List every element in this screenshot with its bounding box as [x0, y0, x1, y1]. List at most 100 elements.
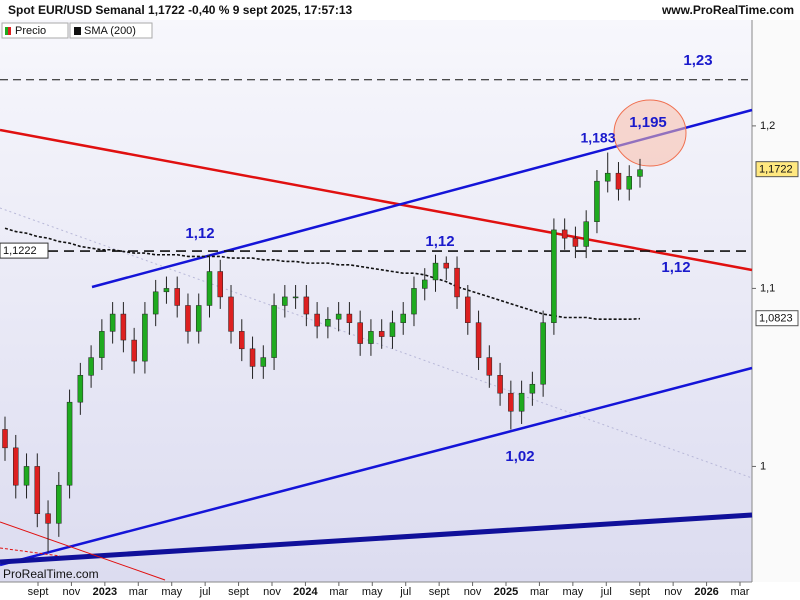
legend-label: Precio	[15, 25, 46, 37]
candle-body	[34, 466, 41, 514]
price-tag	[755, 161, 799, 178]
candle-body	[13, 447, 19, 486]
x-tick-label: may	[562, 586, 583, 598]
watermark: ProRealTime.com	[3, 567, 99, 581]
chart-title: Spot EUR/USD Semanal 1,1722 -0,40 % 9 se…	[8, 3, 352, 17]
candle-body	[99, 331, 105, 358]
x-tick-label: 2026	[694, 586, 718, 598]
x-tick-label: nov	[263, 586, 281, 598]
candle-body	[271, 305, 277, 358]
candle-body	[152, 291, 159, 315]
legend: Precio SMA (200)	[1, 22, 153, 39]
x-tick-label: nov	[63, 586, 81, 598]
candle-body	[217, 271, 224, 298]
price-tag	[0, 242, 49, 259]
candle-body	[335, 313, 342, 320]
candle-body	[195, 305, 202, 332]
candle-body	[249, 348, 256, 367]
candle-body	[551, 229, 557, 323]
legend-swatch	[8, 27, 11, 35]
x-tick-label: mar	[129, 586, 148, 598]
candle-body	[66, 401, 73, 486]
x-tick-label: 2023	[93, 586, 117, 598]
candle-body	[357, 322, 363, 344]
candle-body	[572, 237, 579, 247]
candle-body	[120, 313, 127, 341]
x-tick-label: may	[161, 586, 182, 598]
candle-body	[2, 429, 8, 449]
candle-body	[142, 313, 148, 362]
price-tag	[755, 310, 799, 327]
source: www.ProRealTime.com	[661, 3, 794, 17]
legend-swatch	[5, 27, 8, 35]
trend-line	[0, 521, 166, 581]
candle-body	[260, 357, 267, 367]
legend-box[interactable]	[1, 22, 69, 39]
price-tag-label: 1,0823	[759, 313, 793, 325]
candle-body	[486, 357, 493, 376]
candle-body	[400, 313, 406, 323]
candle-body	[282, 296, 288, 306]
x-tick-label: sept	[429, 586, 450, 598]
trend-line	[0, 128, 753, 272]
candle-body	[508, 392, 514, 412]
x-tick-label: 2024	[293, 586, 318, 598]
x-tick-label: 2025	[494, 586, 518, 598]
candle-body	[604, 172, 611, 182]
candle-body	[443, 262, 450, 269]
candle-body	[206, 271, 213, 306]
annotation: 1,12	[185, 225, 214, 242]
x-tick-label: jul	[399, 586, 411, 598]
trend-line	[0, 547, 61, 557]
candle-body	[77, 375, 84, 403]
annotation: 1,02	[505, 448, 534, 465]
candle-body	[314, 313, 320, 327]
x-tick-label: mar	[329, 586, 348, 598]
candle-body	[185, 305, 191, 332]
legend-label: SMA (200)	[84, 25, 136, 37]
candle-body	[475, 322, 482, 358]
trend-line	[0, 512, 753, 565]
candle-body	[378, 331, 385, 337]
sma-line	[4, 227, 641, 321]
candle-body	[432, 262, 439, 281]
y-axis-area	[752, 20, 800, 582]
annotation: 1,23	[683, 52, 712, 69]
annotation: 1,12	[425, 233, 454, 250]
price-tag-label: 1,1722	[759, 164, 793, 176]
x-tick-label: nov	[664, 586, 682, 598]
candle-body	[239, 331, 245, 350]
trend-line	[0, 366, 753, 567]
candle-body	[454, 267, 460, 298]
x-tick-label: may	[362, 586, 383, 598]
price-tag-label: 1,1222	[3, 245, 37, 257]
x-tick-label: sept	[28, 586, 49, 598]
candle-body	[411, 288, 417, 315]
x-tick-label: jul	[600, 586, 612, 598]
candle-body	[56, 484, 62, 524]
candle-body	[529, 383, 536, 394]
annotation: 1,195	[629, 114, 667, 131]
candle-body	[540, 322, 546, 385]
candle-body	[292, 296, 299, 299]
x-tick-label: sept	[228, 586, 249, 598]
candle-body	[45, 513, 51, 524]
candle-body	[389, 322, 396, 337]
legend-box[interactable]	[69, 22, 153, 39]
candle-body	[325, 318, 331, 327]
y-tick-label: 1,1	[760, 282, 775, 294]
candle-body	[637, 169, 643, 177]
candle-body	[228, 296, 234, 332]
candle-body	[465, 296, 471, 323]
candle-body	[626, 176, 632, 190]
annotation: 1,12	[661, 259, 690, 276]
x-tick-label: mar	[731, 586, 750, 598]
candle-body	[174, 288, 180, 306]
candle-body	[88, 357, 94, 376]
candle-body	[518, 392, 525, 412]
candle-body	[615, 172, 622, 190]
candle-body	[594, 180, 600, 222]
highlight-circle	[613, 99, 687, 167]
y-tick-label: 1,2	[760, 120, 775, 132]
